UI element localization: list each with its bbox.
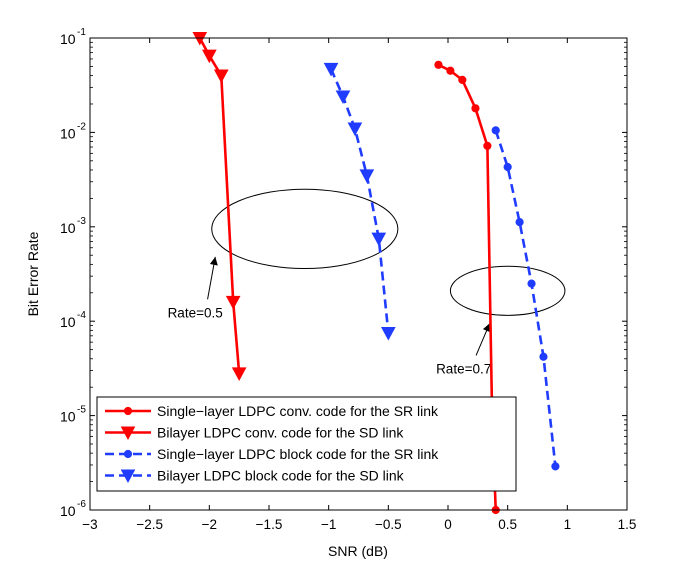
y-tick-exponent: -3 [77,216,86,227]
x-tick-label: 0.5 [498,517,517,532]
x-tick-label: −2.5 [136,517,163,532]
data-point [231,367,247,381]
data-point [323,62,339,77]
annotation-2: Rate=0.7 [436,265,566,376]
annotation-ellipse [211,188,399,270]
x-tick-label: 1.5 [618,517,637,532]
legend-marker [120,426,136,441]
series-line [329,68,390,334]
legend-marker [120,469,136,484]
y-tick-exponent: -4 [77,310,86,321]
data-point [335,90,351,105]
series-layer [192,31,560,515]
data-point [213,69,229,84]
x-tick-label: −3 [82,517,97,532]
x-tick-label: −0.5 [375,517,402,532]
legend-marker [123,406,133,416]
legend-marker [123,449,133,459]
annotations-layer: Rate=0.5 Rate=0.7 [168,188,566,376]
data-point [201,49,217,64]
data-point [515,218,524,227]
ticks-layer: −3 −2.5 −2 −1.5 −1 −0.5 0 0.5 1 1.510-110-210-310… [60,27,636,532]
x-tick-label: −1.5 [256,517,283,532]
data-point [491,126,500,135]
legend-label: Bilayer LDPC conv. code for the SD link [157,425,404,441]
y-tick-exponent: -5 [77,405,86,416]
data-point [503,162,512,172]
legend-entry-4: Bilayer LDPC block code for the SD link [105,468,405,484]
y-tick-label: 10 [60,409,76,425]
data-point [347,122,363,137]
y-tick-label: 10 [60,220,76,236]
plot-frame [89,37,628,511]
series-line [494,129,557,467]
data-point [380,326,396,341]
y-tick-label: 10 [60,31,76,47]
data-point [434,60,443,69]
annotation-label: Rate=0.7 [436,361,491,376]
data-point [371,232,387,247]
legend-label: Single−layer LDPC block code for the SR … [157,446,439,462]
legend-entry-3: Single−layer LDPC block code for the SR … [105,446,439,462]
annotation-arrowhead [209,256,218,266]
data-point [483,141,492,150]
legend: Single−layer LDPC conv. code for the SR … [96,396,517,492]
x-axis-label: SNR (dB) [328,543,388,559]
y-tick-label: 10 [60,125,76,141]
y-tick-exponent: -6 [77,499,86,510]
data-point [471,104,480,113]
data-point [359,169,375,183]
x-tick-label: 1 [564,517,572,532]
data-point [458,75,467,84]
legend-entry-1: Single−layer LDPC conv. code for the SR … [105,403,439,419]
annotation-label: Rate=0.5 [168,305,223,320]
data-point [551,462,560,471]
y-tick-label: 10 [60,503,76,519]
data-point [446,66,455,75]
x-tick-label: 0 [444,517,452,532]
data-point [225,295,241,310]
legend-box [96,396,517,492]
y-tick-exponent: -1 [77,27,86,38]
annotation-ellipse [449,265,566,316]
y-tick-exponent: -2 [77,121,86,132]
y-tick-label: 10 [60,314,76,330]
data-point [527,279,536,288]
legend-label: Single−layer LDPC conv. code for the SR … [157,403,439,419]
annotation-arrowhead [482,323,491,333]
series-3 [491,126,560,471]
annotation-1: Rate=0.5 [168,188,399,320]
y-axis-label: Bit Error Rate [25,231,41,316]
legend-label: Bilayer LDPC block code for the SD link [157,468,405,484]
legend-entry-2: Bilayer LDPC conv. code for the SD link [105,425,404,441]
data-point [539,352,548,361]
x-tick-label: −1 [321,517,336,532]
x-tick-label: −2 [202,517,217,532]
series-4 [323,62,396,341]
